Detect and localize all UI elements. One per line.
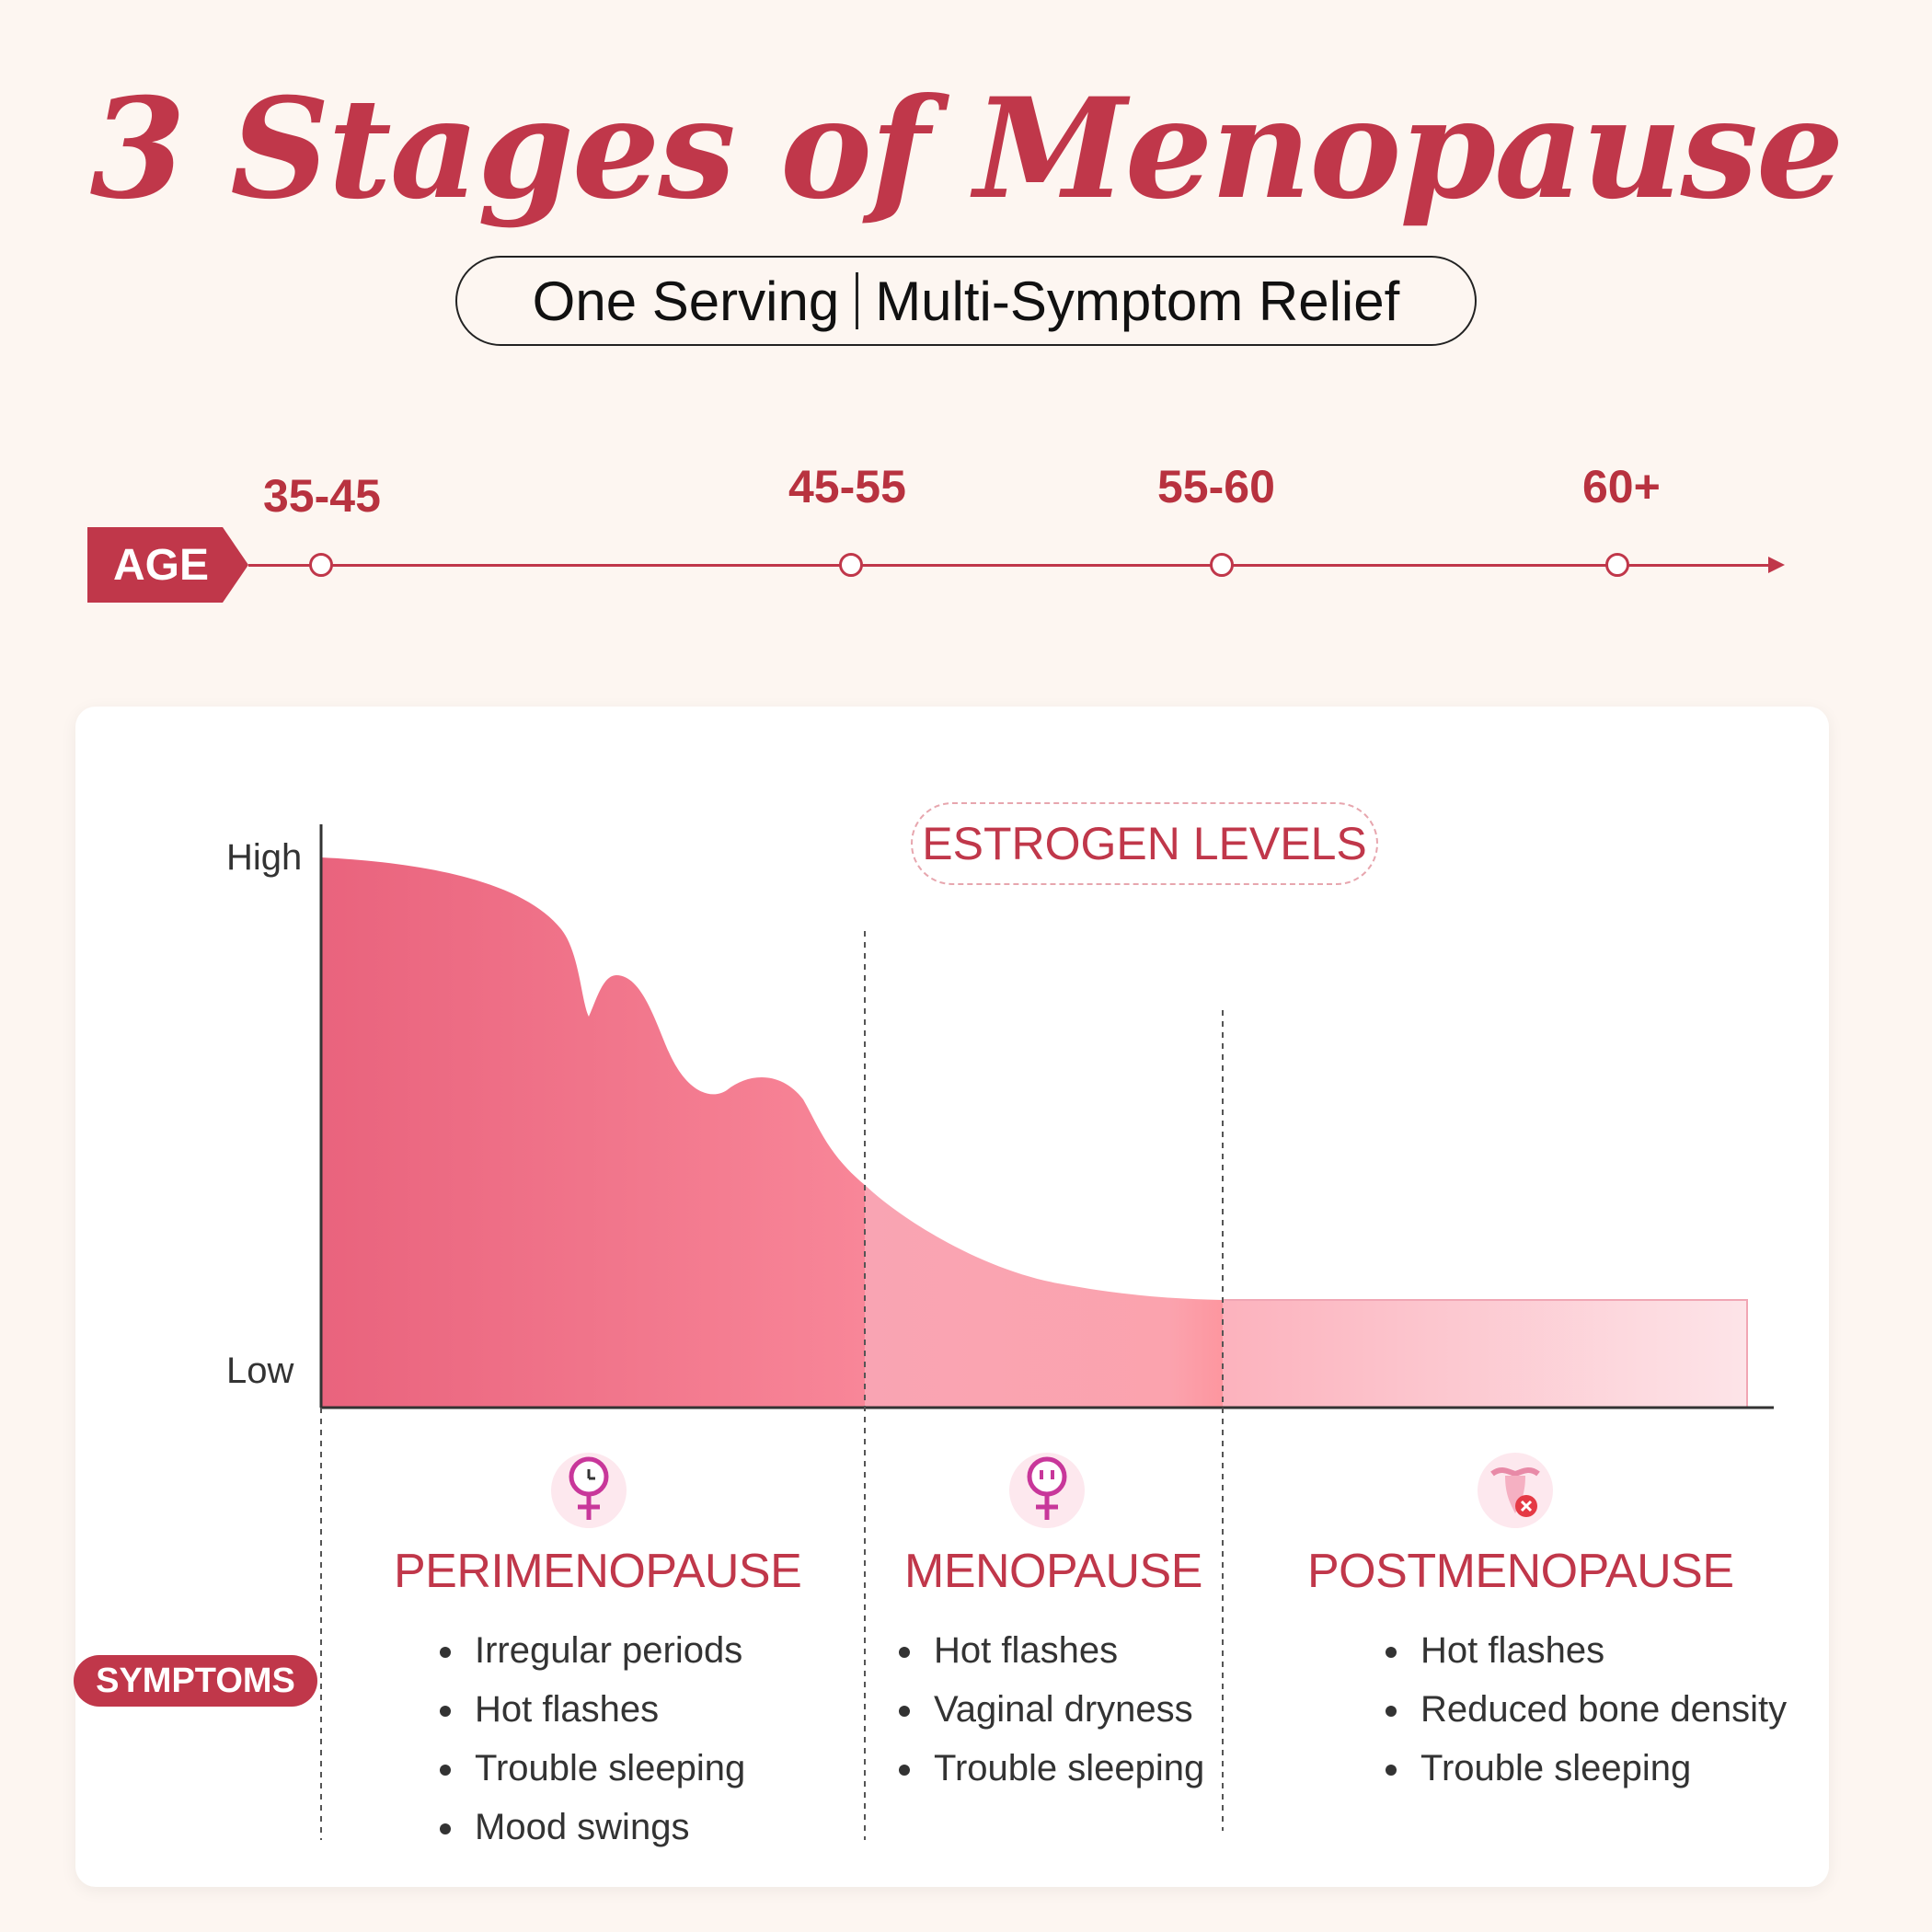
estrogen-area-menopause (865, 1185, 1223, 1408)
uterus-icon (1478, 1453, 1553, 1528)
age-timeline-line (248, 564, 1776, 567)
estrogen-legend: ESTROGEN LEVELS (911, 802, 1378, 885)
age-label-1: 35-45 (263, 470, 381, 522)
list-item: Trouble sleeping (1386, 1739, 1787, 1798)
female-clock-icon (551, 1453, 627, 1528)
symptom-list-postmenopause: Hot flashes Reduced bone density Trouble… (1386, 1621, 1787, 1798)
age-label-2: 45-55 (788, 461, 906, 512)
estrogen-area-postmenopause (1223, 1300, 1747, 1408)
list-item: Trouble sleeping (899, 1739, 1204, 1798)
stage-title-menopause: MENOPAUSE (904, 1545, 1202, 1598)
list-item: Hot flashes (899, 1621, 1204, 1680)
estrogen-area-outline (1223, 1299, 1748, 1408)
symptom-list-menopause: Hot flashes Vaginal dryness Trouble slee… (899, 1621, 1204, 1798)
age-marker-2 (839, 553, 863, 577)
list-item: Mood swings (440, 1798, 745, 1857)
y-axis-high-label: High (226, 837, 303, 878)
symptoms-tag: SYMPTOMS (74, 1655, 317, 1707)
subtitle-divider (856, 272, 859, 329)
subtitle-left: One Serving (532, 270, 840, 332)
female-face-icon (1009, 1453, 1085, 1528)
list-item: Trouble sleeping (440, 1739, 745, 1798)
page-title: 3 Stages of Menopause (89, 68, 1845, 230)
list-item: Irregular periods (440, 1621, 745, 1680)
subtitle-right: Multi-Symptom Relief (875, 270, 1400, 332)
age-marker-1 (309, 553, 333, 577)
y-axis-low-label: Low (226, 1351, 294, 1391)
list-item: Reduced bone density (1386, 1680, 1787, 1739)
subtitle-pill: One Serving Multi-Symptom Relief (455, 256, 1477, 346)
list-item: Vaginal dryness (899, 1680, 1204, 1739)
age-marker-3 (1210, 553, 1234, 577)
age-label-4: 60+ (1582, 461, 1661, 512)
age-label-3: 55-60 (1157, 461, 1275, 512)
list-item: Hot flashes (440, 1680, 745, 1739)
arrow-right-icon (1768, 557, 1785, 573)
stage-title-perimenopause: PERIMENOPAUSE (394, 1545, 802, 1598)
estrogen-area-perimenopause (321, 857, 865, 1408)
stage-title-postmenopause: POSTMENOPAUSE (1307, 1545, 1734, 1598)
age-tag: AGE (87, 527, 248, 603)
age-marker-4 (1605, 553, 1629, 577)
list-item: Hot flashes (1386, 1621, 1787, 1680)
symptom-list-perimenopause: Irregular periods Hot flashes Trouble sl… (440, 1621, 745, 1857)
